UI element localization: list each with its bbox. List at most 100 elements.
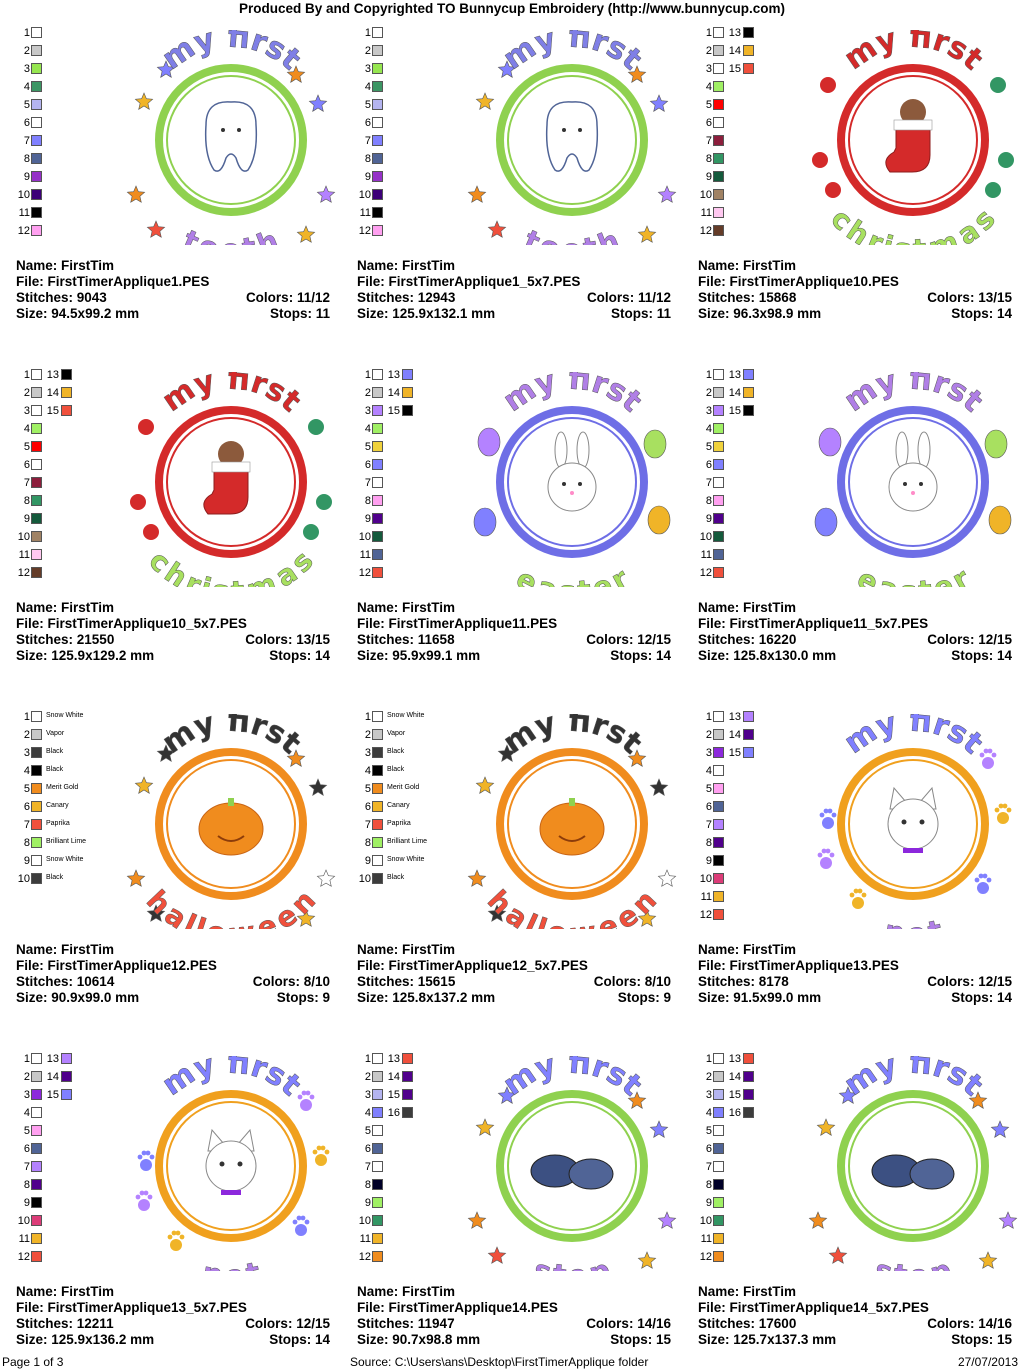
swatch-number: 7	[23, 135, 30, 147]
star-shape	[649, 94, 669, 112]
design-name: Name: FirstTim	[357, 1284, 671, 1300]
swatch-color	[31, 189, 42, 200]
swatch-number: 1	[705, 1053, 712, 1065]
stops-value: 14	[314, 648, 330, 663]
design-stitches-value: 12211	[76, 1316, 114, 1331]
design-size-label: Size:	[357, 1332, 389, 1347]
design-file-label: File:	[698, 616, 726, 631]
design-file-label: File:	[16, 958, 44, 973]
swatch-color	[713, 747, 724, 758]
swatch-thread-name: Black	[46, 874, 64, 881]
design-size-value: 125.9x132.1 mm	[392, 306, 496, 321]
swatch-number: 6	[23, 801, 30, 813]
swatch-number: 2	[23, 387, 30, 399]
swatch-thread-name: Canary	[387, 802, 410, 809]
stops-value: 15	[655, 1332, 671, 1347]
swatch-color	[743, 729, 754, 740]
swatch-number: 6	[705, 117, 712, 129]
star-shape	[308, 94, 328, 112]
swatch-number: 11	[359, 207, 371, 219]
design-file-value: FirstTimerApplique11_5x7.PES	[729, 616, 929, 631]
page-footer: Page 1 of 3 Source: C:\Users\ans\Desktop…	[0, 1354, 1024, 1370]
swatch-number: 8	[705, 837, 712, 849]
arc-title-bottom: tooth	[178, 223, 283, 245]
star-shape	[978, 1251, 998, 1269]
swatch-thread-name: Canary	[46, 802, 69, 809]
swatch-color	[372, 531, 383, 542]
swatch-number: 8	[23, 495, 30, 507]
swatch-color	[31, 495, 42, 506]
swatch-color	[372, 513, 383, 524]
swatch-color	[31, 423, 42, 434]
arc-title-bottom: halloween	[140, 884, 322, 929]
swatch-number: 4	[364, 81, 371, 93]
swatch-color	[372, 819, 383, 830]
star-shape	[467, 1211, 487, 1229]
design-name-value: FirstTim	[743, 600, 797, 615]
egg-shape	[473, 507, 497, 537]
design-preview: my firsteaster	[814, 372, 1012, 587]
swatch-number: 7	[23, 819, 30, 831]
swatch-number: 5	[705, 783, 712, 795]
design-file-value: FirstTimerApplique14_5x7.PES	[729, 1300, 929, 1315]
stops-field: Stops: 15	[610, 1332, 671, 1348]
swatch-number: 13	[387, 1053, 400, 1065]
stops-field: Stops: 11	[270, 306, 330, 322]
star-shape	[968, 1091, 988, 1109]
design-preview: my firsttooth	[126, 30, 336, 245]
swatch-color	[743, 711, 754, 722]
swatch-number: 4	[364, 423, 371, 435]
swatch-color	[31, 27, 42, 38]
swatch-number: 1	[705, 27, 712, 39]
swatch-number: 13	[387, 369, 400, 381]
design-file-value: FirstTimerApplique13.PES	[729, 958, 899, 973]
swatch-color	[31, 387, 42, 398]
colors-label: Colors:	[593, 974, 641, 989]
swatch-color	[372, 1125, 383, 1136]
design-stitches: Stitches: 12211 Colors: 12/15	[16, 1316, 330, 1332]
design-file-label: File:	[16, 274, 44, 289]
swatch-color	[372, 1071, 383, 1082]
egg-shape	[647, 505, 671, 535]
swatch-number: 7	[705, 819, 712, 831]
swatch-color	[713, 99, 724, 110]
swatch-number: 11	[18, 1233, 30, 1245]
design-file: File: FirstTimerApplique12.PES	[16, 958, 330, 974]
stops-field: Stops: 11	[611, 306, 671, 322]
colors-label: Colors:	[927, 632, 975, 647]
star-shape	[657, 869, 677, 887]
design-stitches-label: Stitches:	[357, 632, 415, 647]
swatch-color	[31, 1143, 42, 1154]
colors-value: 12/15	[978, 632, 1012, 647]
design-stitches: Stitches: 8178 Colors: 12/15	[698, 974, 1012, 990]
star-shape	[475, 1118, 495, 1136]
design-card: 1 13 2 14 3 15 4 16 5 6 7 8 9 10 11 12 my first step Name:…	[698, 1026, 1024, 1368]
stops-value: 14	[655, 648, 671, 663]
swatch-number: 3	[23, 1089, 30, 1101]
swatch-color	[713, 171, 724, 182]
star-shape	[637, 225, 657, 243]
swatch-number: 8	[23, 1179, 30, 1191]
design-stitches-value: 16220	[758, 632, 797, 647]
colors-value: 14/16	[637, 1316, 671, 1331]
swatch-color	[372, 1197, 383, 1208]
design-size-label: Size:	[16, 1332, 48, 1347]
design-file-value: FirstTimerApplique12_5x7.PES	[388, 958, 588, 973]
swatch-color	[713, 765, 724, 776]
swatch-color	[372, 855, 383, 866]
egg-shape	[988, 505, 1012, 535]
swatch-number: 10	[358, 189, 371, 201]
swatch-number: 3	[23, 63, 30, 75]
colors-value: 13/15	[296, 632, 330, 647]
design-name-label: Name:	[16, 600, 58, 615]
frame-ring	[155, 64, 307, 216]
swatch-number: 7	[705, 477, 712, 489]
candy-shape	[301, 522, 321, 542]
swatch-number: 11	[700, 549, 712, 561]
swatch-color	[713, 855, 724, 866]
swatch-thread-name: Merit Gold	[46, 784, 79, 791]
swatch-number: 4	[364, 765, 371, 777]
stops-field: Stops: 14	[610, 648, 671, 664]
swatch-color	[31, 1161, 42, 1172]
swatch-color	[713, 1089, 724, 1100]
